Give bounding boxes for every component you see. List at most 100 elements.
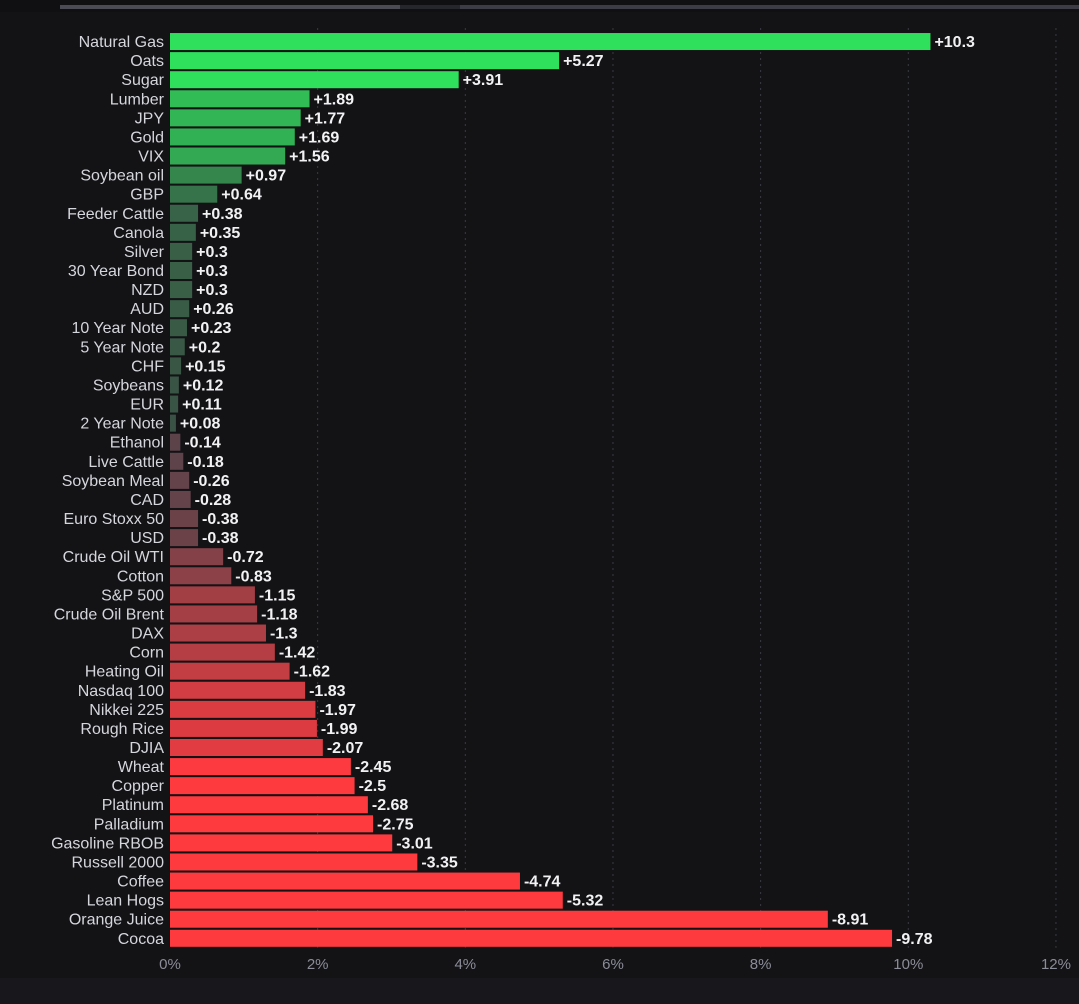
bar[interactable] (170, 758, 351, 776)
bar[interactable] (170, 700, 316, 718)
bar[interactable] (170, 281, 193, 299)
bar[interactable] (170, 567, 232, 585)
bar[interactable] (170, 433, 181, 451)
category-label: Soybean Meal (62, 473, 164, 490)
value-label: -1.62 (294, 664, 331, 681)
bar[interactable] (170, 490, 191, 508)
value-label: -5.32 (567, 893, 604, 910)
bar[interactable] (170, 643, 275, 661)
value-label: +1.77 (305, 110, 346, 127)
category-label: Crude Oil WTI (63, 549, 164, 566)
x-tick-label: 6% (602, 956, 624, 973)
bar[interactable] (170, 223, 196, 241)
category-label: 2 Year Note (80, 416, 164, 433)
bar[interactable] (170, 853, 418, 871)
bar[interactable] (170, 510, 199, 528)
value-label: -1.3 (270, 626, 298, 643)
top-bar-tab-active[interactable] (60, 5, 400, 9)
bar[interactable] (170, 262, 193, 279)
x-tick-label: 2% (307, 956, 329, 973)
bar[interactable] (170, 128, 295, 146)
value-label: +0.11 (182, 397, 222, 414)
bar[interactable] (170, 891, 563, 909)
bar[interactable] (170, 777, 355, 795)
x-tick-label: 4% (454, 956, 476, 973)
category-label: Euro Stoxx 50 (64, 511, 165, 528)
x-tick-label: 8% (750, 956, 772, 973)
category-label: AUD (130, 301, 164, 318)
bar[interactable] (170, 376, 179, 394)
bar[interactable] (170, 548, 224, 566)
value-label: -0.38 (202, 530, 239, 547)
value-label: +0.3 (196, 282, 228, 299)
category-label: S&P 500 (101, 587, 164, 604)
bar[interactable] (170, 395, 179, 413)
value-label: -0.28 (195, 492, 232, 509)
bar[interactable] (170, 90, 310, 108)
category-label: Gold (130, 129, 164, 146)
value-label: -2.75 (377, 816, 414, 833)
bar[interactable] (170, 529, 199, 547)
bar[interactable] (170, 796, 368, 814)
bar[interactable] (170, 52, 560, 70)
category-label: Crude Oil Brent (54, 606, 165, 623)
bar[interactable] (170, 929, 893, 947)
value-label: +3.91 (463, 72, 504, 89)
value-label: +0.08 (180, 416, 221, 433)
bar[interactable] (170, 681, 306, 699)
category-label: Heating Oil (85, 664, 164, 681)
value-label: -1.42 (279, 645, 316, 662)
bar[interactable] (170, 147, 286, 165)
value-label: -0.83 (235, 568, 272, 585)
bar[interactable] (170, 452, 184, 470)
category-label: JPY (135, 110, 165, 127)
bar[interactable] (170, 834, 393, 852)
bar[interactable] (170, 910, 828, 928)
value-label: +0.15 (185, 358, 226, 375)
category-label: DAX (131, 626, 164, 643)
bar[interactable] (170, 109, 301, 127)
category-label: VIX (138, 149, 164, 166)
category-label: Lumber (110, 91, 165, 108)
value-label: -0.14 (184, 435, 221, 452)
value-label: +1.56 (289, 149, 330, 166)
category-label: CHF (131, 358, 164, 375)
bar[interactable] (170, 414, 176, 432)
value-label: -1.15 (259, 587, 296, 604)
category-label: 5 Year Note (80, 339, 164, 356)
category-label: USD (130, 530, 164, 547)
bar[interactable] (170, 586, 255, 604)
bar[interactable] (170, 815, 374, 833)
category-label: Canola (113, 225, 164, 242)
bar[interactable] (170, 166, 242, 184)
category-label: CAD (130, 492, 164, 509)
bar[interactable] (170, 357, 182, 375)
bar[interactable] (170, 33, 931, 51)
bar[interactable] (170, 872, 520, 890)
bar[interactable] (170, 242, 193, 260)
bar[interactable] (170, 300, 190, 318)
category-label: Sugar (121, 72, 164, 89)
category-label: Russell 2000 (72, 854, 165, 871)
bar[interactable] (170, 624, 266, 642)
bar[interactable] (170, 662, 290, 680)
bars (170, 33, 931, 947)
category-label: Feeder Cattle (67, 206, 164, 223)
bar[interactable] (170, 319, 187, 337)
category-label: Cotton (117, 568, 164, 585)
value-labels: +10.3 +5.27 +3.91 +1.89 +1.77 +1.69 +1.56+0.97… (180, 34, 975, 948)
top-bar-tab-inactive[interactable] (460, 5, 1079, 9)
category-label: DJIA (129, 740, 164, 757)
bar[interactable] (170, 471, 190, 489)
value-label: -2.45 (355, 759, 392, 776)
bar[interactable] (170, 605, 258, 623)
category-label: Nasdaq 100 (78, 683, 164, 700)
bar[interactable] (170, 204, 199, 222)
value-label: -0.72 (227, 549, 264, 566)
value-label: -2.5 (359, 778, 387, 795)
bar[interactable] (170, 338, 185, 356)
bar[interactable] (170, 739, 323, 756)
bar[interactable] (170, 719, 317, 737)
bar[interactable] (170, 71, 459, 89)
bar[interactable] (170, 185, 218, 203)
